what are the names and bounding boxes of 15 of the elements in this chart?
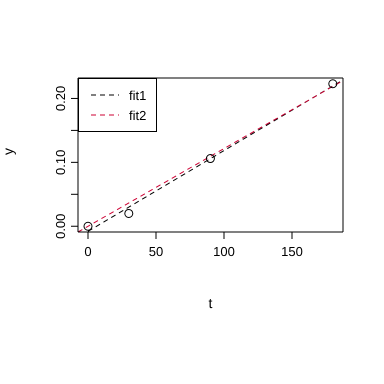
x-tick-label: 0 xyxy=(84,244,92,260)
x-tick-label: 150 xyxy=(281,244,303,260)
legend-label: fit1 xyxy=(129,88,146,102)
x-tick-label: 50 xyxy=(148,244,164,260)
y-tick-label: 0.20 xyxy=(53,86,68,112)
x-axis-title: t xyxy=(208,295,213,311)
point xyxy=(83,222,92,231)
y-axis-title: y xyxy=(0,148,16,155)
x-tick-label: 100 xyxy=(213,244,235,260)
point xyxy=(206,154,215,164)
y-tick-label: 0.10 xyxy=(53,150,68,176)
legend-label: fit2 xyxy=(129,108,146,122)
point xyxy=(328,79,338,88)
y-tick-label: 0.00 xyxy=(53,214,68,239)
point xyxy=(124,208,134,218)
